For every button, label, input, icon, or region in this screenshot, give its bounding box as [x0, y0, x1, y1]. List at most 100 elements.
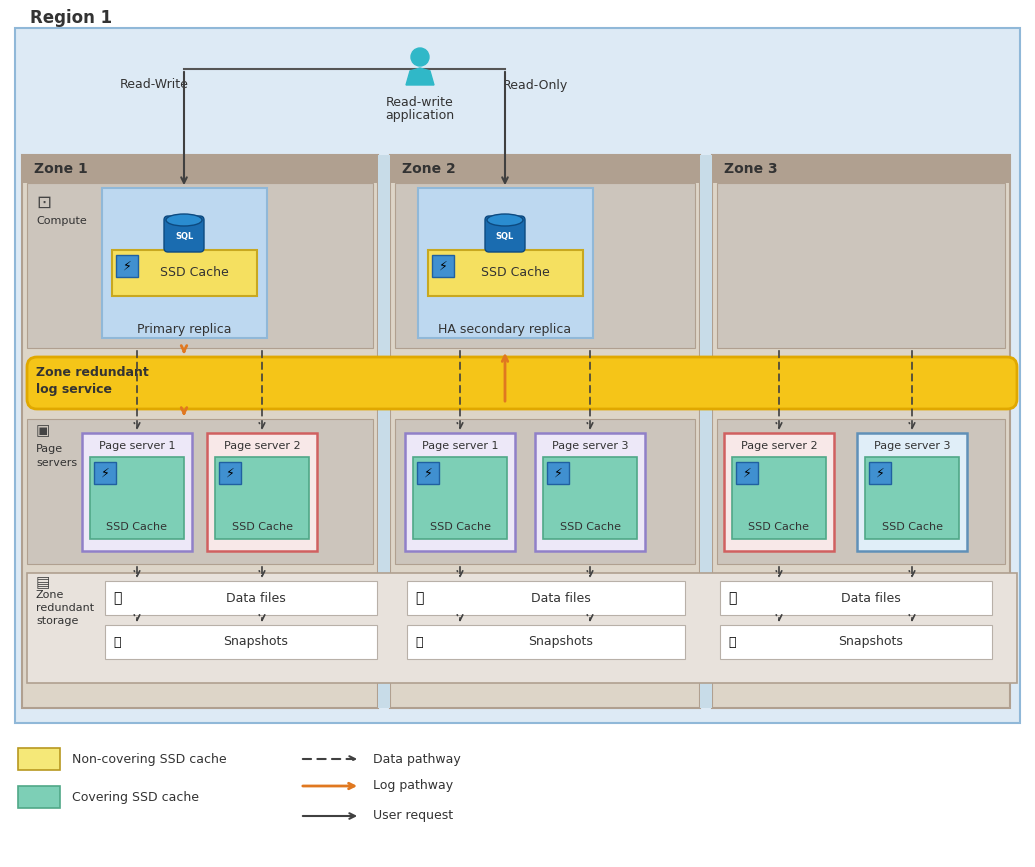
- Text: storage: storage: [36, 616, 79, 626]
- Text: Read-write: Read-write: [386, 96, 454, 109]
- Text: Zone 2: Zone 2: [402, 162, 455, 176]
- Text: Data files: Data files: [531, 591, 591, 604]
- Text: SSD Cache: SSD Cache: [480, 265, 550, 278]
- Text: Region 1: Region 1: [30, 9, 112, 27]
- Text: 📄: 📄: [728, 591, 736, 605]
- Text: Covering SSD cache: Covering SSD cache: [72, 791, 199, 804]
- Bar: [27, 183, 373, 348]
- Bar: [22, 155, 378, 183]
- Bar: [14, 28, 1021, 723]
- Text: Page: Page: [36, 444, 63, 454]
- Bar: [407, 581, 685, 615]
- Bar: [720, 581, 992, 615]
- Bar: [700, 155, 712, 708]
- Text: SSD Cache: SSD Cache: [560, 522, 621, 532]
- FancyBboxPatch shape: [27, 357, 1017, 409]
- Text: Snapshots: Snapshots: [224, 636, 289, 649]
- Text: Primary replica: Primary replica: [137, 323, 231, 336]
- Bar: [869, 462, 891, 484]
- Text: Data pathway: Data pathway: [373, 753, 461, 766]
- Bar: [720, 625, 992, 659]
- Bar: [736, 462, 758, 484]
- Text: Read-Write: Read-Write: [120, 79, 188, 92]
- Text: SSD Cache: SSD Cache: [107, 522, 168, 532]
- Text: Log pathway: Log pathway: [373, 779, 453, 792]
- Text: Page server 2: Page server 2: [741, 441, 818, 451]
- Text: Page server 3: Page server 3: [552, 441, 628, 451]
- Text: SQL: SQL: [175, 231, 194, 240]
- Text: SSD Cache: SSD Cache: [882, 522, 943, 532]
- Text: HA secondary replica: HA secondary replica: [439, 323, 571, 336]
- Text: Page server 1: Page server 1: [98, 441, 175, 451]
- Bar: [395, 183, 694, 348]
- Text: ⚡: ⚡: [554, 466, 562, 479]
- Text: Snapshots: Snapshots: [838, 636, 904, 649]
- Bar: [207, 433, 317, 551]
- Bar: [535, 433, 645, 551]
- Circle shape: [411, 48, 428, 66]
- Text: servers: servers: [36, 458, 78, 468]
- Bar: [90, 457, 184, 539]
- Text: Compute: Compute: [36, 216, 87, 226]
- Text: Page server 2: Page server 2: [224, 441, 300, 451]
- Bar: [105, 581, 377, 615]
- Text: Non-covering SSD cache: Non-covering SSD cache: [72, 753, 227, 766]
- Bar: [18, 786, 60, 808]
- Text: ⚡: ⚡: [439, 259, 447, 272]
- Bar: [543, 457, 637, 539]
- Bar: [94, 462, 116, 484]
- Text: 📄: 📄: [415, 591, 423, 605]
- Text: ▣: ▣: [36, 423, 51, 439]
- Bar: [717, 183, 1005, 348]
- Text: 🖥: 🖥: [113, 636, 121, 649]
- Text: Zone: Zone: [36, 590, 64, 600]
- Text: Read-Only: Read-Only: [502, 79, 567, 92]
- Text: Page server 3: Page server 3: [874, 441, 950, 451]
- Text: Zone redundant: Zone redundant: [36, 367, 149, 380]
- Text: ⊡: ⊡: [36, 194, 51, 212]
- Text: ⚡: ⚡: [226, 466, 234, 479]
- Bar: [27, 419, 373, 564]
- Text: ⚡: ⚡: [122, 259, 131, 272]
- Text: ⚡: ⚡: [100, 466, 110, 479]
- Text: Page server 1: Page server 1: [421, 441, 498, 451]
- Bar: [865, 457, 959, 539]
- Ellipse shape: [166, 214, 202, 226]
- Text: application: application: [385, 108, 454, 121]
- Text: log service: log service: [36, 382, 112, 395]
- Bar: [405, 433, 515, 551]
- Text: Zone 1: Zone 1: [34, 162, 88, 176]
- Bar: [18, 748, 60, 770]
- Text: SQL: SQL: [496, 231, 514, 240]
- Bar: [413, 457, 507, 539]
- FancyBboxPatch shape: [164, 216, 204, 252]
- Bar: [395, 419, 694, 564]
- Text: 🖥: 🖥: [415, 636, 422, 649]
- Text: redundant: redundant: [36, 603, 94, 613]
- Text: ⚡: ⚡: [743, 466, 751, 479]
- Bar: [215, 457, 309, 539]
- Ellipse shape: [487, 214, 523, 226]
- Text: 📄: 📄: [113, 591, 121, 605]
- Bar: [102, 188, 267, 338]
- Bar: [724, 433, 834, 551]
- Bar: [418, 188, 593, 338]
- Polygon shape: [406, 68, 434, 85]
- Text: SSD Cache: SSD Cache: [159, 265, 229, 278]
- Text: ⚡: ⚡: [876, 466, 884, 479]
- Text: 🖥: 🖥: [729, 636, 736, 649]
- Text: Zone 3: Zone 3: [724, 162, 777, 176]
- Bar: [82, 433, 193, 551]
- Bar: [219, 462, 241, 484]
- Text: Snapshots: Snapshots: [529, 636, 593, 649]
- Text: Data files: Data files: [841, 591, 900, 604]
- Bar: [27, 573, 1017, 683]
- Text: SSD Cache: SSD Cache: [232, 522, 293, 532]
- FancyBboxPatch shape: [485, 216, 525, 252]
- Bar: [432, 255, 454, 277]
- Bar: [112, 250, 257, 296]
- Text: Data files: Data files: [226, 591, 286, 604]
- Bar: [548, 462, 569, 484]
- Bar: [428, 250, 583, 296]
- Bar: [22, 155, 378, 708]
